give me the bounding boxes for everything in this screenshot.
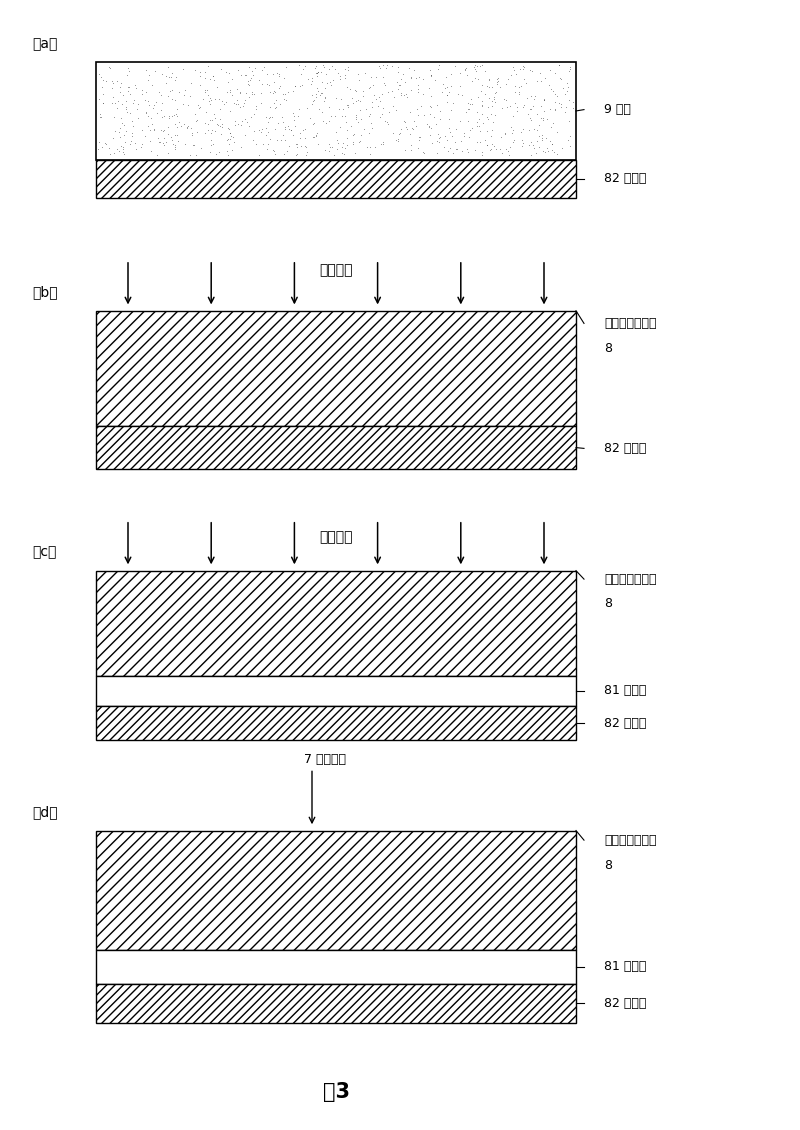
Bar <box>96 676 576 706</box>
Text: 8: 8 <box>604 341 612 355</box>
Text: 金属基复合材料: 金属基复合材料 <box>604 573 657 585</box>
Bar <box>96 831 576 949</box>
Text: 8: 8 <box>604 598 612 610</box>
Bar <box>96 311 576 426</box>
Text: 9 母材: 9 母材 <box>604 103 631 116</box>
Text: 熔融金属: 熔融金属 <box>319 531 353 545</box>
Text: 图3: 图3 <box>322 1081 350 1102</box>
Bar <box>96 62 576 159</box>
Text: 7 上部电极: 7 上部电极 <box>304 753 346 766</box>
Text: 82 导体板: 82 导体板 <box>604 716 646 730</box>
Bar <box>96 984 576 1023</box>
Text: 熔融金属: 熔融金属 <box>319 263 353 277</box>
Text: 金属基复合材料: 金属基复合材料 <box>604 834 657 846</box>
Text: 81 接合层: 81 接合层 <box>604 960 646 973</box>
Bar <box>96 949 576 984</box>
Text: （b）: （b） <box>32 286 58 299</box>
Text: 82 导体板: 82 导体板 <box>604 997 646 1010</box>
Bar <box>96 571 576 676</box>
Text: 81 接合层: 81 接合层 <box>604 685 646 697</box>
Bar <box>96 706 576 740</box>
Text: （d）: （d） <box>32 806 58 819</box>
Text: （c）: （c） <box>32 546 56 559</box>
Text: （a）: （a） <box>32 37 58 51</box>
Text: 8: 8 <box>604 859 612 871</box>
Bar <box>96 426 576 469</box>
Bar <box>96 159 576 198</box>
Text: 82 导体板: 82 导体板 <box>604 442 646 455</box>
Text: 金属基复合材料: 金属基复合材料 <box>604 316 657 330</box>
Text: 82 导体板: 82 导体板 <box>604 172 646 185</box>
